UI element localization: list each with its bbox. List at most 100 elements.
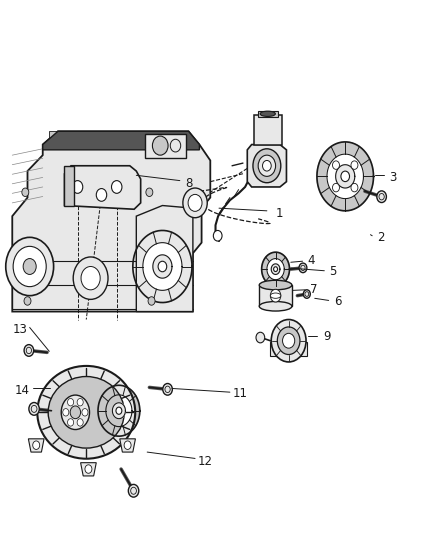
Polygon shape bbox=[247, 144, 286, 187]
Circle shape bbox=[24, 345, 34, 356]
Polygon shape bbox=[153, 255, 172, 278]
Ellipse shape bbox=[259, 302, 292, 311]
Bar bbox=[120, 131, 127, 144]
Polygon shape bbox=[64, 166, 141, 209]
Circle shape bbox=[351, 161, 358, 169]
Polygon shape bbox=[113, 403, 125, 419]
Bar bbox=[61, 131, 69, 144]
Circle shape bbox=[299, 263, 307, 272]
Circle shape bbox=[81, 266, 100, 290]
Circle shape bbox=[270, 289, 281, 302]
Circle shape bbox=[72, 181, 83, 193]
Circle shape bbox=[67, 399, 74, 406]
Circle shape bbox=[332, 183, 339, 192]
Circle shape bbox=[13, 246, 46, 287]
Circle shape bbox=[271, 319, 306, 362]
Circle shape bbox=[63, 409, 69, 416]
Text: 1: 1 bbox=[276, 207, 283, 220]
Circle shape bbox=[274, 266, 278, 271]
Polygon shape bbox=[81, 463, 96, 476]
Polygon shape bbox=[336, 165, 355, 188]
Polygon shape bbox=[43, 131, 199, 150]
Bar bbox=[155, 131, 163, 144]
Circle shape bbox=[6, 237, 53, 296]
Circle shape bbox=[163, 384, 173, 395]
Polygon shape bbox=[143, 243, 182, 290]
Bar bbox=[167, 131, 175, 144]
Circle shape bbox=[253, 149, 281, 183]
Bar bbox=[85, 131, 92, 144]
Circle shape bbox=[148, 297, 155, 305]
Circle shape bbox=[341, 171, 350, 182]
Text: 12: 12 bbox=[198, 455, 212, 468]
Bar bbox=[254, 115, 282, 144]
Ellipse shape bbox=[37, 366, 135, 459]
Bar bbox=[108, 131, 116, 144]
Circle shape bbox=[77, 399, 83, 406]
Bar bbox=[64, 166, 74, 206]
Bar bbox=[145, 134, 186, 158]
Bar bbox=[270, 342, 307, 356]
Circle shape bbox=[183, 188, 207, 217]
Ellipse shape bbox=[260, 111, 276, 116]
Polygon shape bbox=[98, 385, 140, 436]
Polygon shape bbox=[271, 264, 280, 274]
Circle shape bbox=[70, 406, 81, 419]
Polygon shape bbox=[133, 230, 192, 303]
Circle shape bbox=[377, 191, 386, 203]
Circle shape bbox=[73, 257, 108, 300]
Circle shape bbox=[23, 259, 36, 274]
Text: 8: 8 bbox=[186, 177, 193, 190]
Bar bbox=[131, 131, 139, 144]
Circle shape bbox=[304, 290, 310, 298]
Bar bbox=[258, 111, 278, 117]
Polygon shape bbox=[136, 206, 193, 312]
Circle shape bbox=[213, 230, 222, 241]
Text: 3: 3 bbox=[389, 171, 397, 184]
Text: 7: 7 bbox=[310, 283, 318, 296]
Text: 11: 11 bbox=[233, 387, 247, 400]
Bar bbox=[179, 131, 186, 144]
Bar bbox=[259, 285, 292, 306]
Circle shape bbox=[128, 484, 139, 497]
Text: 13: 13 bbox=[12, 322, 27, 336]
Polygon shape bbox=[267, 259, 284, 280]
Circle shape bbox=[112, 181, 122, 193]
Circle shape bbox=[96, 189, 107, 201]
Bar bbox=[143, 131, 151, 144]
Text: 4: 4 bbox=[307, 254, 315, 266]
Circle shape bbox=[67, 419, 74, 426]
Circle shape bbox=[116, 407, 122, 414]
Ellipse shape bbox=[61, 395, 89, 430]
Polygon shape bbox=[106, 395, 132, 426]
Circle shape bbox=[283, 333, 295, 348]
Bar bbox=[49, 131, 57, 144]
Circle shape bbox=[33, 441, 40, 449]
Circle shape bbox=[22, 188, 29, 197]
Bar bbox=[73, 131, 81, 144]
Circle shape bbox=[24, 297, 31, 305]
Polygon shape bbox=[120, 439, 135, 452]
Polygon shape bbox=[327, 154, 364, 199]
Circle shape bbox=[85, 465, 92, 473]
Circle shape bbox=[258, 155, 276, 176]
Circle shape bbox=[29, 402, 39, 415]
Circle shape bbox=[188, 195, 202, 212]
Ellipse shape bbox=[259, 280, 292, 290]
Text: 2: 2 bbox=[377, 231, 385, 244]
Text: 14: 14 bbox=[15, 384, 30, 397]
Circle shape bbox=[277, 327, 300, 354]
Circle shape bbox=[77, 419, 83, 426]
Polygon shape bbox=[28, 439, 44, 452]
Circle shape bbox=[170, 139, 181, 152]
Ellipse shape bbox=[48, 376, 124, 448]
Circle shape bbox=[262, 160, 271, 171]
Circle shape bbox=[256, 332, 265, 343]
Polygon shape bbox=[317, 142, 374, 211]
Ellipse shape bbox=[270, 293, 281, 298]
Text: 6: 6 bbox=[334, 295, 341, 308]
Bar bbox=[96, 131, 104, 144]
Circle shape bbox=[351, 183, 358, 192]
Polygon shape bbox=[261, 252, 290, 286]
Circle shape bbox=[332, 161, 339, 169]
